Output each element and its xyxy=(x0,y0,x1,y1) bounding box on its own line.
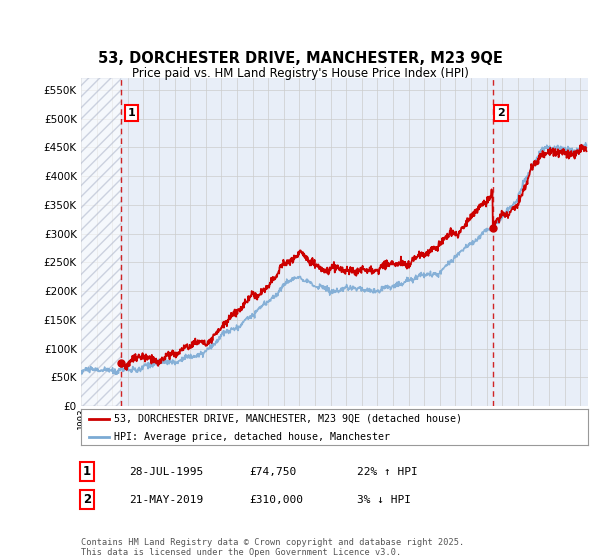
Text: £310,000: £310,000 xyxy=(249,494,303,505)
Text: 53, DORCHESTER DRIVE, MANCHESTER, M23 9QE: 53, DORCHESTER DRIVE, MANCHESTER, M23 9Q… xyxy=(98,52,502,66)
Text: £74,750: £74,750 xyxy=(249,466,296,477)
Text: 3% ↓ HPI: 3% ↓ HPI xyxy=(357,494,411,505)
Text: 1: 1 xyxy=(83,465,91,478)
Text: Contains HM Land Registry data © Crown copyright and database right 2025.
This d: Contains HM Land Registry data © Crown c… xyxy=(81,538,464,557)
Text: 22% ↑ HPI: 22% ↑ HPI xyxy=(357,466,418,477)
Text: 1: 1 xyxy=(127,108,135,118)
Text: 21-MAY-2019: 21-MAY-2019 xyxy=(129,494,203,505)
Text: 2: 2 xyxy=(83,493,91,506)
Text: Price paid vs. HM Land Registry's House Price Index (HPI): Price paid vs. HM Land Registry's House … xyxy=(131,67,469,81)
Text: 53, DORCHESTER DRIVE, MANCHESTER, M23 9QE (detached house): 53, DORCHESTER DRIVE, MANCHESTER, M23 9Q… xyxy=(114,414,462,424)
Text: HPI: Average price, detached house, Manchester: HPI: Average price, detached house, Manc… xyxy=(114,432,390,442)
Text: 2: 2 xyxy=(497,108,505,118)
Text: 28-JUL-1995: 28-JUL-1995 xyxy=(129,466,203,477)
